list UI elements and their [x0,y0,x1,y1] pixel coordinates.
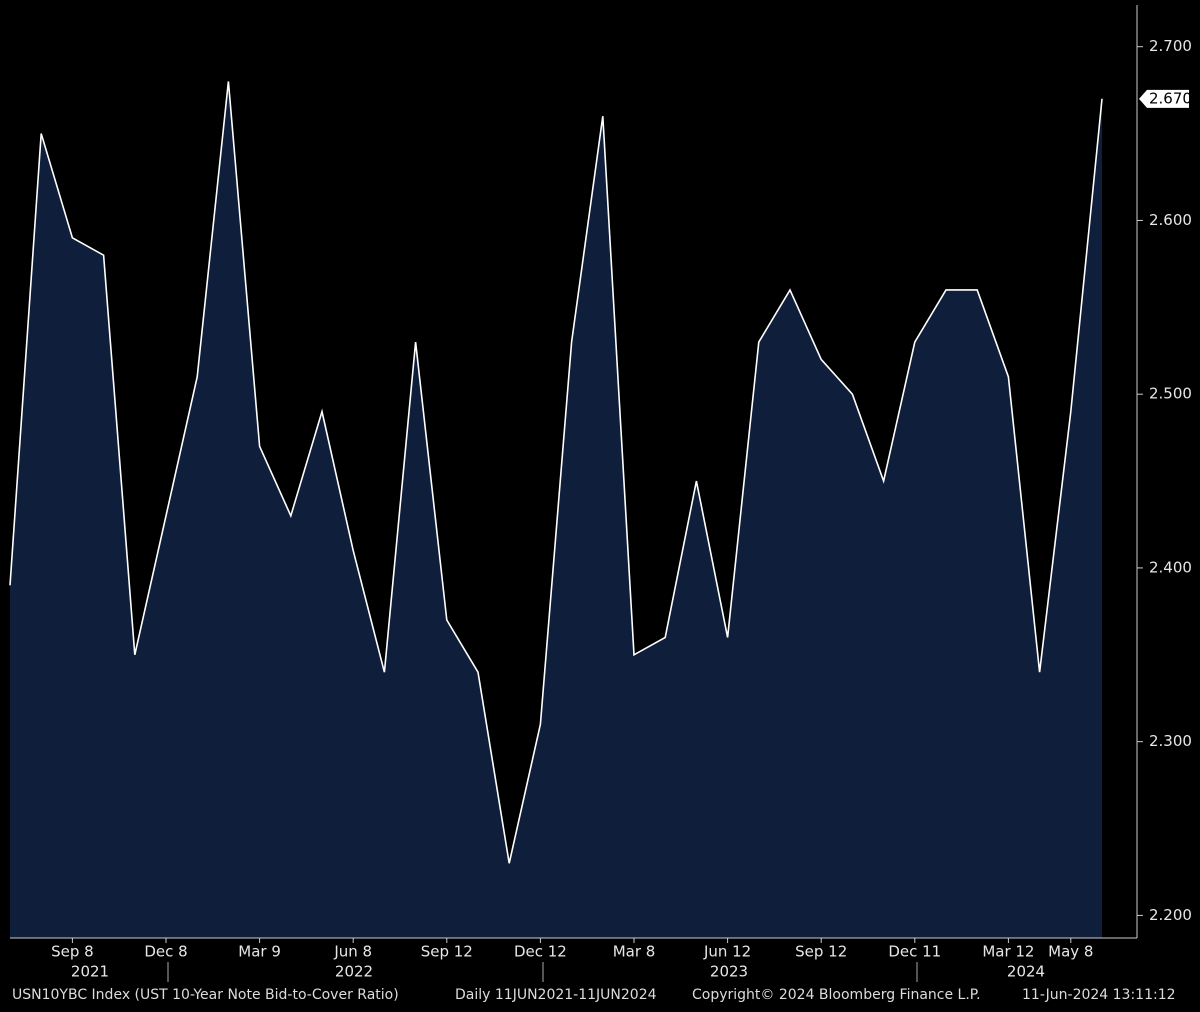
x-tick-label: Dec 8 [144,943,187,961]
x-tick-label: Mar 12 [982,943,1034,961]
y-tick-label: 2.300 [1149,732,1192,750]
last-value-tag [1139,89,1189,108]
y-tick-label: 2.500 [1149,385,1192,403]
x-tick-label: Dec 11 [888,943,941,961]
y-tick-label: 2.700 [1149,37,1192,55]
area [10,81,1102,939]
y-tick-label: 2.200 [1149,906,1192,924]
x-tick-label: Sep 12 [421,943,473,961]
x-year-label: 2023 [710,963,748,981]
footer-text: Copyright© 2024 Bloomberg Finance L.P. [692,987,981,1003]
x-tick-label: Jun 8 [333,943,372,961]
y-tick-label: 2.400 [1149,558,1192,576]
footer-text: USN10YBC Index (UST 10-Year Note Bid-to-… [12,987,399,1003]
x-tick-label: Mar 9 [238,943,281,961]
x-tick-label: Jun 12 [703,943,751,961]
x-tick-label: Sep 8 [51,943,94,961]
line [9,81,1103,864]
footer-text: 11-Jun-2024 13:11:12 [1022,987,1176,1003]
y-tick-label: 2.600 [1149,211,1192,229]
last-value-label: 2.670 [1149,89,1192,107]
x-tick-label: Mar 8 [613,943,656,961]
x-tick-label: Sep 12 [795,943,847,961]
footer-text: Daily 11JUN2021-11JUN2024 [455,987,657,1003]
x-year-label: 2021 [71,963,109,981]
x-year-label: 2022 [335,963,373,981]
x-tick-label: May 8 [1048,943,1093,961]
x-tick-label: Dec 12 [514,943,567,961]
x-year-label: 2024 [1007,963,1045,981]
